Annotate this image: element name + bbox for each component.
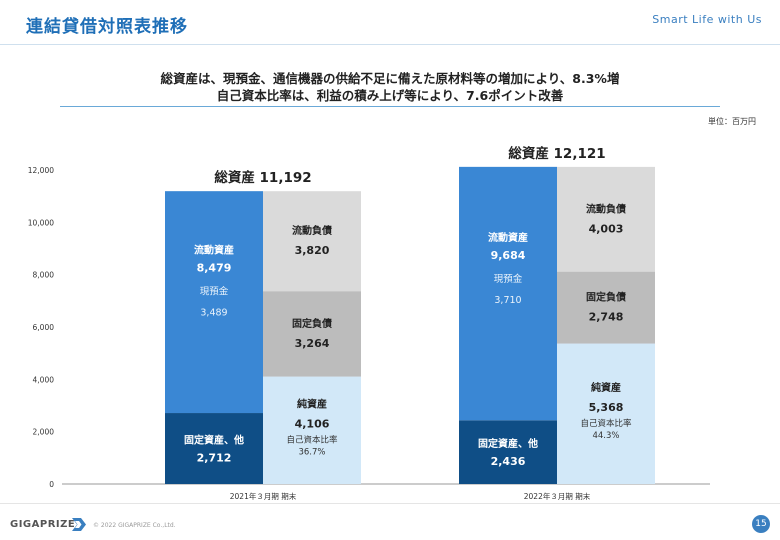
cash-label: 現預金: [200, 285, 229, 297]
segment-name-label: 純資産: [297, 397, 327, 410]
y-tick-label: 2,000: [33, 428, 55, 437]
segment-name-label: 流動資産: [194, 243, 234, 256]
cash-value: 3,489: [200, 307, 227, 318]
company-logo: GIGAPRIZE: [10, 519, 76, 530]
brand-tagline: Smart Life with Us: [652, 13, 762, 26]
segment-value-label: 3,264: [295, 337, 330, 350]
segment-value-label: 2,712: [197, 452, 232, 465]
bar-segment-net-assets: [557, 343, 655, 484]
segment-value-label: 2,748: [589, 311, 624, 324]
equity-ratio-label: 自己資本比率: [580, 418, 632, 429]
cash-value: 3,710: [494, 295, 521, 306]
segment-name-label: 純資産: [591, 381, 621, 394]
unit-label: 単位：百万円: [708, 117, 756, 126]
bar-segment-current-assets: [459, 166, 557, 421]
y-tick-label: 10,000: [28, 218, 54, 227]
headline-line-2: 自己資本比率は、利益の積み上げ等により、7.6ポイント改善: [216, 88, 564, 103]
segment-value-label: 5,368: [589, 401, 624, 414]
y-tick-label: 6,000: [33, 323, 55, 332]
total-assets-label: 総資産 12,121: [508, 145, 605, 162]
segment-name-label: 流動資産: [488, 231, 528, 244]
period-label: 2021年３月期 期末: [230, 491, 297, 501]
segment-name-label: 固定資産、他: [184, 434, 244, 447]
headline: 総資産は、現預金、通信機器の供給不足に備えた原材料等の増加により、8.3%増 自…: [60, 70, 720, 104]
period-label: 2022年３月期 期末: [524, 491, 591, 501]
y-tick-label: 4,000: [33, 375, 55, 384]
segment-value-label: 8,479: [197, 261, 232, 274]
footer-divider: [0, 503, 780, 504]
bar-segment-current-liabilities: [263, 191, 361, 292]
segment-name-label: 固定負債: [586, 291, 626, 304]
headline-rule: [60, 106, 720, 107]
equity-ratio-label: 自己資本比率: [286, 434, 338, 445]
equity-ratio-value: 44.3%: [592, 431, 619, 441]
cash-label: 現預金: [494, 273, 523, 285]
bar-segment-current-assets: [165, 191, 263, 414]
equity-ratio-value: 36.7%: [298, 447, 325, 457]
segment-value-label: 9,684: [491, 249, 526, 262]
segment-value-label: 4,106: [295, 417, 330, 430]
segment-name-label: 固定資産、他: [478, 437, 538, 450]
bar-segment-fixed-assets: [459, 420, 557, 484]
segment-value-label: 2,436: [491, 455, 526, 468]
headline-line-1: 総資産は、現預金、通信機器の供給不足に備えた原材料等の増加により、8.3%増: [160, 71, 620, 86]
bar-segment-net-assets: [263, 376, 361, 484]
copyright: © 2022 GIGAPRIZE Co.,Ltd.: [93, 522, 176, 529]
page-number: 15: [752, 515, 770, 533]
segment-value-label: 3,820: [295, 244, 330, 257]
y-tick-label: 0: [49, 480, 54, 489]
bar-segment-fixed-liabilities: [263, 291, 361, 377]
bar-segment-fixed-liabilities: [557, 271, 655, 344]
logo-mark-icon: [72, 518, 86, 531]
header-divider: [0, 44, 780, 45]
segment-name-label: 流動負債: [292, 224, 332, 237]
segment-name-label: 流動負債: [586, 202, 626, 215]
bar-segment-fixed-assets: [165, 413, 263, 484]
page-title: 連結貸借対照表推移: [26, 17, 188, 37]
y-tick-label: 8,000: [33, 271, 55, 280]
bar-segment-current-liabilities: [557, 166, 655, 272]
segment-value-label: 4,003: [589, 222, 624, 235]
segment-name-label: 固定負債: [292, 317, 332, 330]
y-tick-label: 12,000: [28, 166, 54, 175]
total-assets-label: 総資産 11,192: [214, 169, 311, 186]
